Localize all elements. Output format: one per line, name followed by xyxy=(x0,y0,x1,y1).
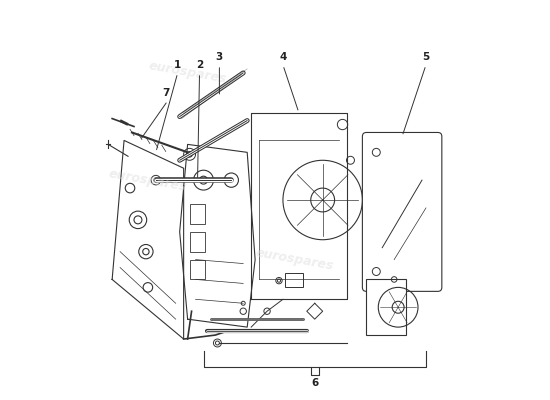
FancyBboxPatch shape xyxy=(362,132,442,291)
Text: 1: 1 xyxy=(174,60,182,70)
FancyBboxPatch shape xyxy=(190,204,206,224)
Text: 3: 3 xyxy=(216,52,223,62)
FancyBboxPatch shape xyxy=(366,280,406,335)
FancyBboxPatch shape xyxy=(190,260,206,280)
Text: 5: 5 xyxy=(422,52,430,62)
Text: 2: 2 xyxy=(196,60,203,70)
Text: eurospares: eurospares xyxy=(255,246,335,273)
Text: 4: 4 xyxy=(279,52,287,62)
FancyBboxPatch shape xyxy=(285,274,303,287)
Text: 6: 6 xyxy=(311,378,318,388)
FancyBboxPatch shape xyxy=(190,232,206,252)
Text: eurospares: eurospares xyxy=(108,167,188,194)
Text: eurospares: eurospares xyxy=(147,60,228,86)
Text: 7: 7 xyxy=(162,88,169,98)
